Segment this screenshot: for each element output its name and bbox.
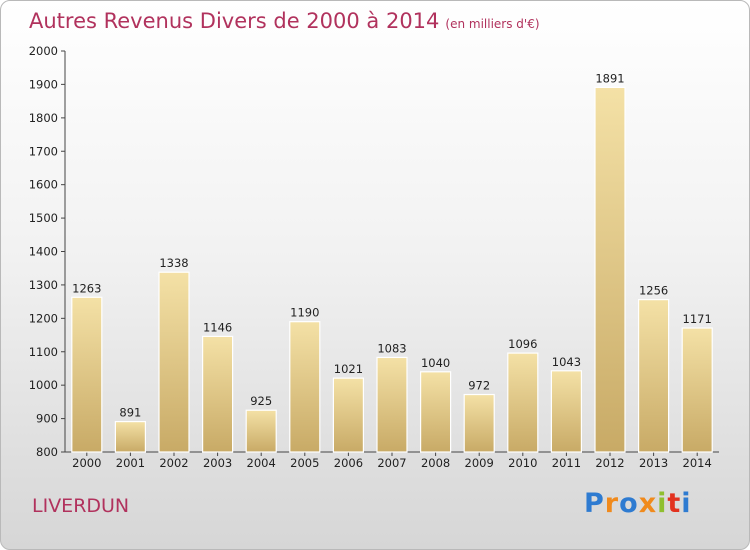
x-tick-label: 2011 — [552, 456, 581, 470]
y-tick-label: 1400 — [29, 245, 58, 259]
logo-letter: i — [657, 488, 668, 519]
y-tick-label: 1100 — [29, 345, 58, 359]
bar-2000 — [71, 296, 103, 453]
x-tick-label: 2004 — [247, 456, 276, 470]
y-tick-label: 1600 — [29, 178, 58, 192]
axes: 800 900 1000 1100 1200 1300 1400 1500 1600 1700 18… — [29, 44, 719, 470]
y-tick-label: 1000 — [29, 378, 58, 392]
bars: 1263 891 1338 1146 925 1190 1021 1083 1040 972 109… — [71, 71, 713, 453]
x-tick-label: 2014 — [683, 456, 712, 470]
bar-2005 — [289, 321, 321, 453]
data-label: 1190 — [290, 306, 319, 320]
x-tick-label: 2010 — [508, 456, 537, 470]
x-tick-label: 2008 — [421, 456, 450, 470]
bar-2001 — [114, 420, 147, 453]
y-tick-label: 2000 — [29, 44, 58, 58]
data-label: 1083 — [377, 341, 406, 355]
x-tick-label: 2002 — [159, 456, 188, 470]
city-name: LIVERDUN — [32, 495, 130, 517]
x-tick-label: 2003 — [203, 456, 232, 470]
y-tick-label: 1500 — [29, 211, 58, 225]
logo-letter: r — [604, 488, 620, 519]
y-tick-label: 1300 — [29, 278, 58, 292]
logo-letter: o — [619, 488, 639, 519]
data-label: 1171 — [683, 312, 712, 326]
data-label: 891 — [119, 406, 141, 420]
bar-2007 — [376, 356, 408, 453]
data-label: 1256 — [639, 284, 668, 298]
x-tick-label: 2007 — [377, 456, 406, 470]
y-tick-label: 900 — [36, 412, 58, 426]
x-tick-label: 2000 — [72, 456, 101, 470]
bar-2008 — [420, 371, 452, 453]
x-tick-label: 2001 — [116, 456, 145, 470]
bar-2012 — [594, 86, 626, 453]
chart-title: Autres Revenus Divers de 2000 à 2014 (en … — [29, 9, 540, 33]
data-label: 972 — [468, 379, 490, 393]
logo-letter: t — [667, 488, 682, 519]
bar-2002 — [158, 271, 190, 453]
bar-2003 — [202, 335, 234, 453]
data-label: 925 — [250, 394, 272, 408]
logo-letter: x — [638, 488, 658, 519]
y-tick-label: 1800 — [29, 111, 58, 125]
data-label: 1263 — [72, 281, 101, 295]
x-tick-label: 2013 — [639, 456, 668, 470]
bar-2010 — [507, 352, 539, 453]
y-tick-label: 1200 — [29, 311, 58, 325]
logo-letter: i — [681, 488, 692, 519]
y-tick-label: 1900 — [29, 77, 58, 91]
bar-2014 — [681, 327, 713, 453]
data-label: 1338 — [159, 256, 188, 270]
x-tick-label: 2006 — [334, 456, 363, 470]
data-label: 1040 — [421, 356, 450, 370]
data-label: 1021 — [334, 362, 363, 376]
x-tick-label: 2009 — [465, 456, 494, 470]
y-tick-label: 800 — [36, 445, 58, 459]
logo-letter: P — [584, 488, 605, 519]
data-label: 1096 — [508, 337, 537, 351]
bar-2006 — [332, 377, 364, 453]
y-tick-label: 1700 — [29, 144, 58, 158]
title-unit: (en milliers d'€) — [445, 17, 540, 31]
x-tick-label: 2005 — [290, 456, 319, 470]
title-main: Autres Revenus Divers de 2000 à 2014 — [29, 9, 440, 33]
data-label: 1146 — [203, 320, 232, 334]
bar-2011 — [550, 370, 583, 453]
bar-2013 — [637, 299, 670, 453]
x-tick-label: 2012 — [595, 456, 624, 470]
proxiti-logo: Proxiti — [584, 488, 692, 519]
data-label: 1043 — [552, 355, 581, 369]
data-label: 1891 — [595, 71, 624, 85]
bar-2009 — [463, 393, 495, 453]
bar-2004 — [245, 409, 277, 453]
